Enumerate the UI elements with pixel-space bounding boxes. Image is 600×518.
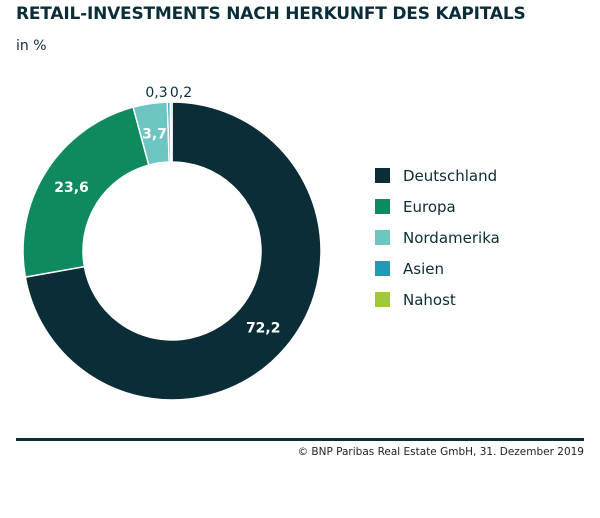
donut-chart: 72,2 23,6 3,7 0,3 0,2 [22, 85, 322, 401]
legend-swatch [375, 168, 390, 183]
legend-label: Deutschland [403, 166, 498, 185]
legend-swatch [375, 199, 390, 214]
slice-europa [22, 106, 150, 278]
legend-label: Asien [403, 259, 444, 278]
data-label-nordamerika: 3,7 [142, 126, 167, 142]
slice-deutschland [24, 101, 322, 401]
legend: Deutschland Europa Nordamerika Asien Nahost [375, 160, 500, 315]
legend-label: Europa [403, 197, 456, 216]
data-label-europa: 23,6 [54, 180, 89, 196]
data-label-asien: 0,3 [145, 85, 167, 101]
legend-item-asien: Asien [375, 253, 500, 284]
legend-item-europa: Europa [375, 191, 500, 222]
footer-divider [16, 438, 584, 441]
legend-item-nordamerika: Nordamerika [375, 222, 500, 253]
legend-item-nahost: Nahost [375, 284, 500, 315]
chart-title: RETAIL-INVESTMENTS NACH HERKUNFT DES KAP… [16, 4, 526, 24]
chart-subtitle: in % [16, 38, 47, 54]
data-label-nahost: 0,2 [170, 85, 192, 101]
legend-swatch [375, 261, 390, 276]
legend-swatch [375, 292, 390, 307]
legend-label: Nahost [403, 290, 456, 309]
legend-swatch [375, 230, 390, 245]
slice-nahost [169, 101, 173, 163]
legend-label: Nordamerika [403, 228, 500, 247]
data-label-deutschland: 72,2 [246, 320, 281, 336]
legend-item-deutschland: Deutschland [375, 160, 500, 191]
source-note: © BNP Paribas Real Estate GmbH, 31. Deze… [297, 446, 584, 458]
